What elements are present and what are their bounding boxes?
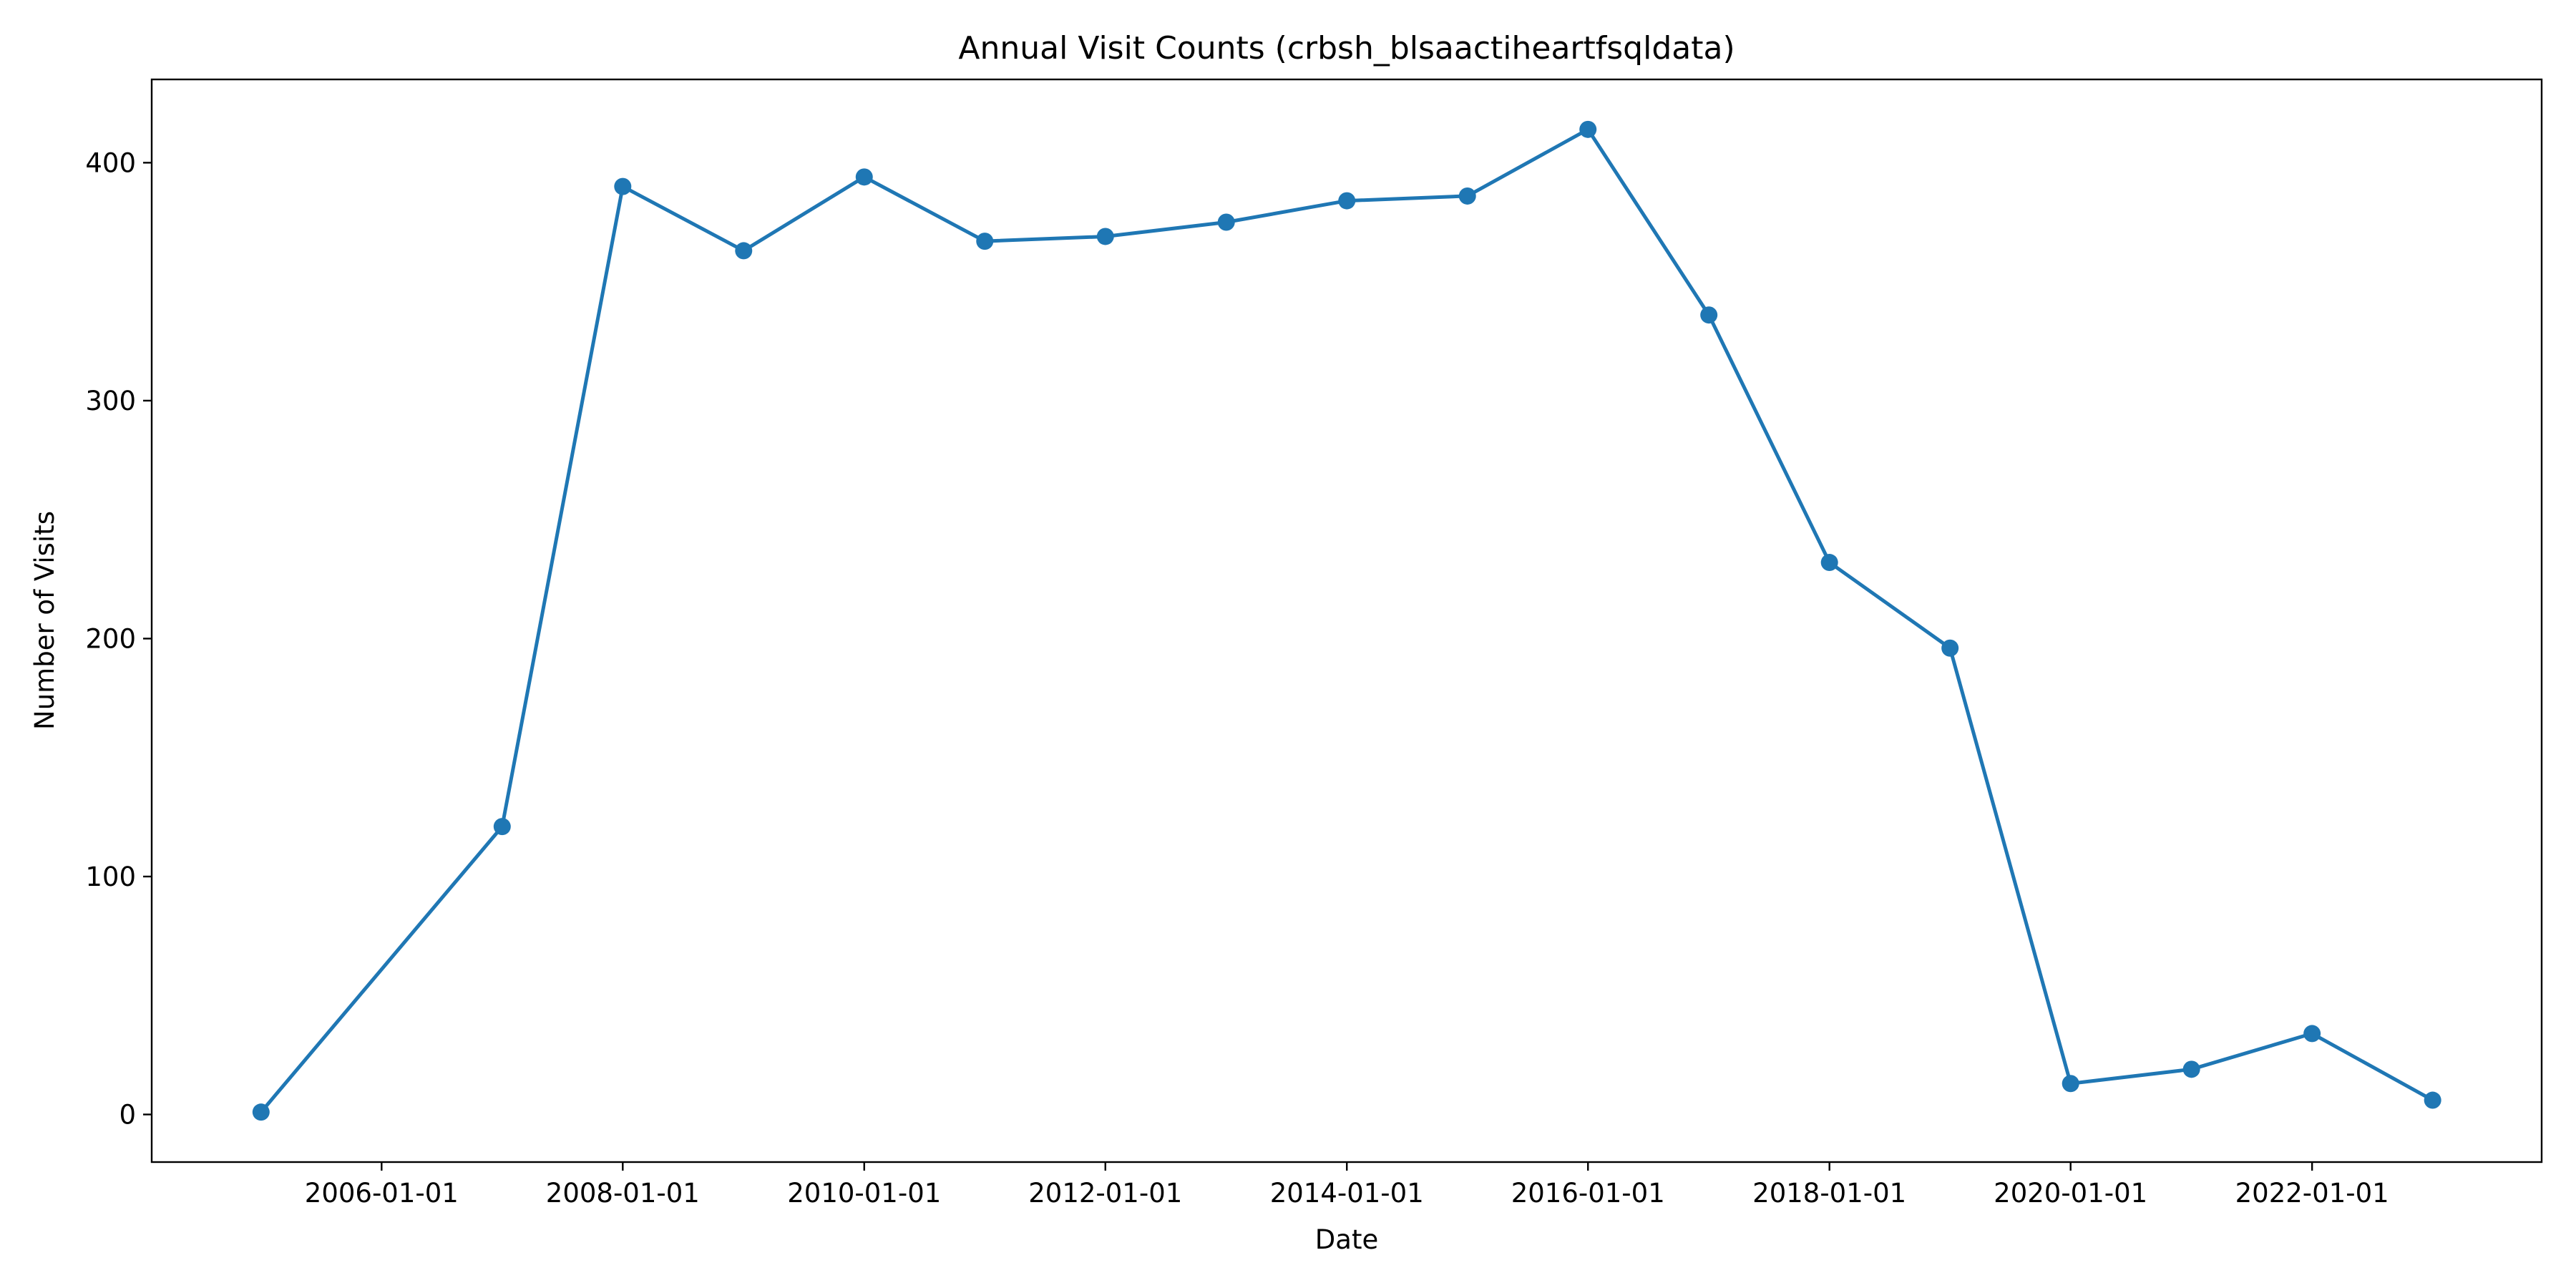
data-point xyxy=(2062,1075,2079,1093)
data-point xyxy=(2424,1091,2441,1109)
data-point xyxy=(855,168,873,186)
data-point xyxy=(1579,120,1597,138)
data-point xyxy=(614,177,632,195)
x-axis-label: Date xyxy=(1315,1224,1378,1255)
x-tick-label: 2016-01-01 xyxy=(1511,1178,1665,1209)
series-line xyxy=(259,127,2435,1114)
y-tick-label: 400 xyxy=(85,147,136,178)
x-tick-label: 2014-01-01 xyxy=(1270,1178,1424,1209)
data-point xyxy=(735,242,753,260)
data-point xyxy=(1700,306,1718,324)
data-point xyxy=(252,1103,270,1121)
y-tick-label: 100 xyxy=(85,862,136,892)
data-point xyxy=(1217,213,1235,231)
data-point xyxy=(1096,228,1114,245)
x-tick-label: 2008-01-01 xyxy=(546,1178,700,1209)
y-axis: 0 100 200 300 400 xyxy=(85,147,152,1130)
x-tick-label: 2006-01-01 xyxy=(305,1178,459,1209)
x-tick-label: 2018-01-01 xyxy=(1752,1178,1906,1209)
plot-area xyxy=(252,120,2441,1121)
y-axis-label: Number of Visits xyxy=(29,511,60,730)
data-point xyxy=(1820,554,1838,572)
x-tick-label: 2012-01-01 xyxy=(1028,1178,1182,1209)
data-point xyxy=(976,233,994,250)
data-point xyxy=(1458,187,1476,205)
y-tick-label: 300 xyxy=(85,386,136,416)
data-point xyxy=(1941,639,1959,657)
x-axis: 2006-01-01 2008-01-01 2010-01-01 2012-01-01… xyxy=(305,1162,2389,1209)
data-point xyxy=(2182,1060,2200,1078)
x-tick-label: 2022-01-01 xyxy=(2235,1178,2389,1209)
y-tick-label: 0 xyxy=(119,1099,136,1130)
data-point xyxy=(493,818,511,836)
y-tick-label: 200 xyxy=(85,623,136,654)
data-point xyxy=(1338,192,1356,210)
chart-title: Annual Visit Counts (crbsh_blsaactiheart… xyxy=(958,30,1735,67)
data-point xyxy=(2303,1025,2321,1043)
x-tick-label: 2010-01-01 xyxy=(787,1178,941,1209)
x-tick-label: 2020-01-01 xyxy=(1994,1178,2147,1209)
